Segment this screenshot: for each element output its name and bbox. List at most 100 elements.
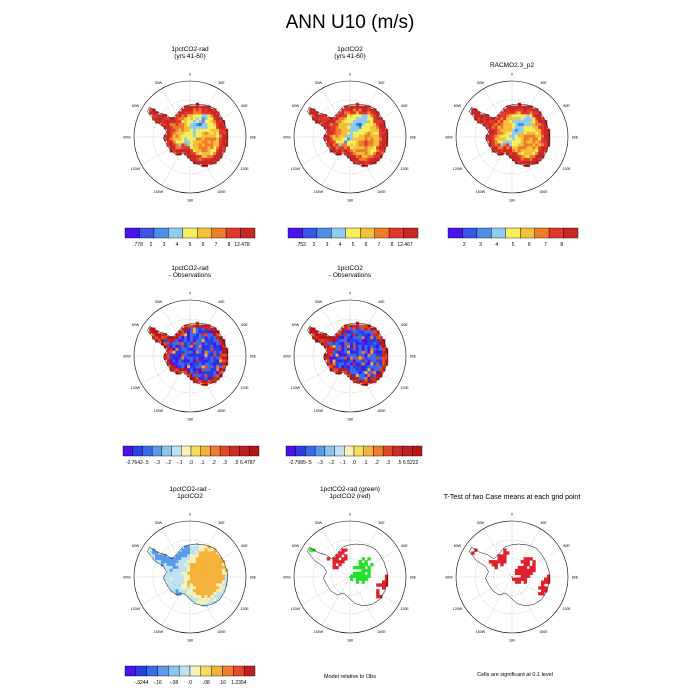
longitude-label: 120W bbox=[131, 386, 141, 390]
longitude-label: 30W bbox=[155, 81, 163, 85]
grid-cell bbox=[355, 379, 360, 384]
grid-cell bbox=[213, 123, 217, 127]
colorbar-swatch bbox=[353, 445, 364, 457]
grid-cell bbox=[326, 125, 331, 130]
grid-cell bbox=[320, 333, 325, 337]
grid-cell bbox=[192, 376, 197, 381]
grid-cell bbox=[216, 111, 220, 115]
grid-cell bbox=[213, 131, 217, 136]
grid-cell bbox=[207, 376, 211, 381]
grid-cell bbox=[213, 327, 217, 331]
grid-cell bbox=[373, 336, 377, 340]
grid-cell bbox=[332, 123, 336, 127]
grid-cell bbox=[219, 368, 223, 372]
grid-cell bbox=[341, 123, 345, 127]
colorbar-swatch bbox=[316, 227, 332, 239]
grid-cell bbox=[506, 149, 510, 153]
grid-cell bbox=[503, 551, 507, 555]
grid-cell bbox=[347, 347, 351, 352]
grid-cell bbox=[491, 560, 495, 564]
grid-cell bbox=[198, 128, 203, 133]
grid-cell bbox=[361, 353, 365, 357]
grid-cell bbox=[370, 379, 374, 384]
grid-cell bbox=[184, 362, 188, 366]
grid-cell bbox=[195, 359, 200, 363]
grid-cell bbox=[198, 157, 203, 162]
grid-cell bbox=[355, 146, 360, 150]
grid-cell bbox=[538, 143, 542, 147]
colorbar-swatch bbox=[211, 665, 223, 677]
longitude-label: 120W bbox=[453, 167, 463, 171]
grid-cell bbox=[187, 140, 191, 144]
grid-cell bbox=[509, 146, 513, 150]
grid-cell bbox=[344, 554, 348, 558]
grid-cell bbox=[347, 128, 351, 133]
grid-cell bbox=[335, 140, 339, 144]
grid-cell bbox=[538, 117, 542, 121]
grid-cell bbox=[520, 149, 525, 153]
grid-cell bbox=[187, 120, 191, 124]
grid-cell bbox=[347, 356, 351, 360]
longitude-label: 0 bbox=[511, 513, 513, 517]
grid-cell bbox=[358, 125, 363, 130]
colorbar-label: 12.467 bbox=[397, 242, 413, 248]
grid-cell bbox=[338, 152, 342, 156]
grid-cell bbox=[535, 155, 539, 159]
grid-cell bbox=[216, 589, 220, 593]
grid-cell bbox=[347, 134, 351, 138]
grid-cell bbox=[181, 560, 185, 564]
grid-cell bbox=[523, 131, 527, 136]
grid-cell bbox=[361, 379, 365, 384]
grid-cell bbox=[192, 356, 197, 360]
grid-cell bbox=[358, 146, 363, 150]
grid-cell bbox=[526, 143, 530, 147]
colorbar-label: 6.4787 bbox=[240, 460, 256, 466]
grid-cell bbox=[379, 131, 383, 136]
grid-cell bbox=[187, 548, 191, 552]
grid-cell bbox=[358, 376, 363, 381]
grid-cell bbox=[204, 589, 208, 593]
grid-cell bbox=[352, 344, 357, 349]
grid-cell bbox=[350, 111, 354, 115]
grid-cell bbox=[172, 362, 176, 366]
grid-cell bbox=[216, 123, 220, 127]
grid-cell bbox=[335, 120, 339, 124]
colorbar-label: 2 bbox=[150, 242, 153, 248]
grid-cell bbox=[520, 140, 525, 144]
grid-cell bbox=[538, 131, 542, 136]
grid-cell bbox=[207, 146, 211, 150]
grid-cell bbox=[210, 371, 214, 375]
grid-cell bbox=[190, 571, 194, 576]
meridian-line bbox=[349, 576, 379, 626]
grid-cell bbox=[384, 580, 389, 584]
grid-cell bbox=[352, 365, 357, 369]
grid-cell bbox=[367, 120, 371, 124]
grid-cell bbox=[341, 128, 345, 133]
grid-cell bbox=[221, 353, 226, 357]
grid-cell bbox=[181, 548, 185, 552]
grid-cell bbox=[526, 155, 530, 159]
grid-cell bbox=[207, 379, 211, 384]
longitude-label: 90E bbox=[250, 355, 257, 359]
grid-cell bbox=[175, 563, 179, 567]
grid-cell bbox=[520, 123, 525, 127]
data-field bbox=[309, 321, 389, 387]
grid-cell bbox=[523, 560, 527, 564]
grid-cell bbox=[364, 339, 368, 343]
grid-cell bbox=[204, 333, 208, 337]
grid-cell bbox=[192, 565, 197, 570]
grid-cell bbox=[315, 336, 319, 340]
grid-cell bbox=[207, 583, 211, 587]
colorbar-label: 4 bbox=[176, 242, 179, 248]
grid-cell bbox=[512, 155, 516, 159]
grid-cell bbox=[338, 342, 342, 346]
grid-cell bbox=[204, 560, 208, 564]
grid-cell bbox=[506, 131, 510, 136]
grid-cell bbox=[195, 336, 200, 340]
grid-cell bbox=[166, 560, 171, 564]
colorbar-label: 4 bbox=[339, 242, 342, 248]
colorbar-swatch bbox=[200, 665, 212, 677]
grid-cell bbox=[341, 356, 345, 360]
grid-cell bbox=[166, 143, 171, 147]
grid-cell bbox=[178, 350, 182, 355]
